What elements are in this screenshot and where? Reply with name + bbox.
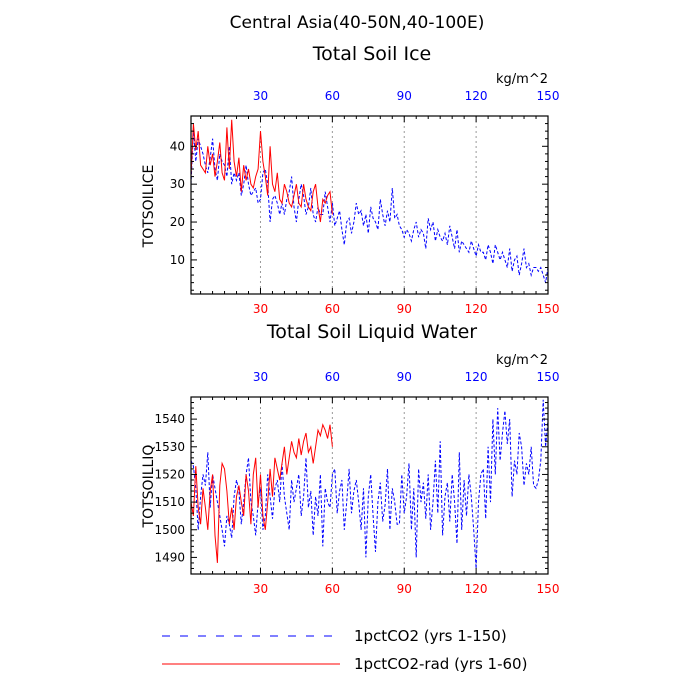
y-tick-label: 1530 xyxy=(154,440,185,454)
figure-title: Central Asia(40-50N,40-100E) xyxy=(230,13,485,33)
series-line-1pctco2-rad xyxy=(190,423,333,563)
x-top-tick-label: 30 xyxy=(253,370,268,384)
x-tick-label: 120 xyxy=(465,302,488,316)
y-tick-label: 40 xyxy=(170,139,185,153)
x-tick-label: 30 xyxy=(253,302,268,316)
series-line-1pctco2 xyxy=(190,399,549,569)
soil-liquid-axes: 30 60 90 120 150 30 60 90 120 150 1490 1500 1510 1520… xyxy=(154,370,559,596)
legend-label-1pctco2: 1pctCO2 (yrs 1-150) xyxy=(354,627,507,645)
soil-liquid-ylabel: TOTSOILLIQ xyxy=(141,445,157,529)
soil-ice-title: Total Soil Ice xyxy=(312,43,431,65)
x-top-tick-label: 90 xyxy=(397,370,412,384)
soil-ice-panel: Total Soil Ice kg/m^2 TOTSOILICE 30 60 90 1… xyxy=(141,43,559,316)
y-tick-label: 1520 xyxy=(154,467,185,481)
x-top-tick-label: 120 xyxy=(465,89,488,103)
x-top-tick-label: 150 xyxy=(537,370,560,384)
soil-liquid-gridlines xyxy=(259,397,477,574)
series-line-1pctco2 xyxy=(190,131,549,283)
x-top-tick-label: 60 xyxy=(325,370,340,384)
legend-label-1pctco2-rad: 1pctCO2-rad (yrs 1-60) xyxy=(354,655,527,673)
soil-ice-plot-frame xyxy=(190,115,549,295)
y-tick-label: 1540 xyxy=(154,412,185,426)
y-tick-label: 20 xyxy=(170,215,185,229)
soil-ice-axes: 30 60 90 120 150 30 60 90 120 150 10 20 30 40 xyxy=(170,89,560,316)
y-tick-label: 1500 xyxy=(154,523,185,537)
legend: 1pctCO2 (yrs 1-150) 1pctCO2-rad (yrs 1-6… xyxy=(162,627,527,673)
x-tick-label: 90 xyxy=(397,302,412,316)
x-tick-label: 90 xyxy=(397,582,412,596)
soil-liquid-panel: Total Soil Liquid Water kg/m^2 TOTSOILLI… xyxy=(141,321,559,596)
soil-liquid-series xyxy=(190,399,549,569)
x-tick-label: 60 xyxy=(325,582,340,596)
x-top-tick-label: 150 xyxy=(537,89,560,103)
soil-liquid-title: Total Soil Liquid Water xyxy=(266,321,477,343)
y-tick-label: 10 xyxy=(170,253,185,267)
series-line-1pctco2-rad xyxy=(190,119,333,223)
soil-liquid-units: kg/m^2 xyxy=(496,353,548,368)
y-tick-label: 1510 xyxy=(154,495,185,509)
soil-ice-series xyxy=(190,119,549,283)
x-tick-label: 60 xyxy=(325,302,340,316)
x-tick-label: 30 xyxy=(253,582,268,596)
x-tick-label: 150 xyxy=(537,582,560,596)
x-top-tick-label: 90 xyxy=(397,89,412,103)
x-top-tick-label: 30 xyxy=(253,89,268,103)
soil-ice-ylabel: TOTSOILICE xyxy=(141,165,157,249)
soil-ice-gridlines xyxy=(259,116,477,294)
y-tick-label: 30 xyxy=(170,177,185,191)
x-top-tick-label: 120 xyxy=(465,370,488,384)
soil-ice-units: kg/m^2 xyxy=(496,72,548,87)
y-tick-label: 1490 xyxy=(154,550,185,564)
x-top-tick-label: 60 xyxy=(325,89,340,103)
soil-liquid-plot-frame xyxy=(190,396,549,575)
x-tick-label: 120 xyxy=(465,582,488,596)
x-tick-label: 150 xyxy=(537,302,560,316)
